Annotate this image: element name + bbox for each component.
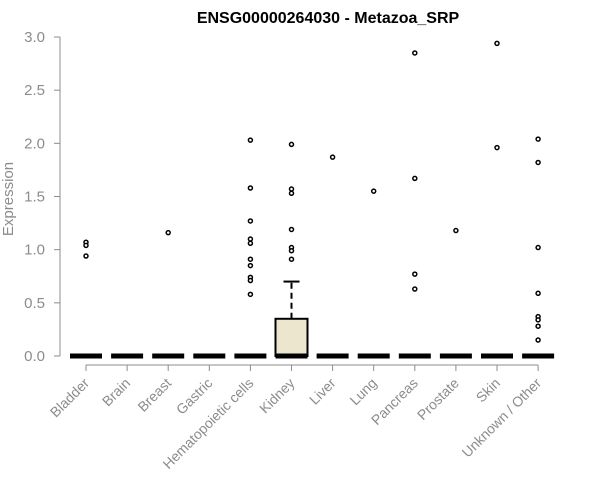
outlier-point: [247, 277, 254, 284]
outlier-point: [288, 226, 295, 233]
outlier-point: [412, 50, 418, 56]
outlier-point: [247, 185, 254, 191]
box-group-bladder: [70, 239, 102, 359]
x-tick-label: Skin: [473, 375, 504, 406]
y-axis-label: Expression: [0, 162, 17, 236]
outlier-point: [288, 186, 295, 192]
chart-title: ENSG00000264030 - Metazoa_SRP: [197, 10, 460, 27]
y-tick-label: 1.0: [24, 242, 45, 259]
outlier-point: [288, 141, 295, 148]
box-group-prostate: [439, 227, 472, 359]
y-tick-label: 2.5: [24, 82, 45, 99]
outlier-point: [247, 262, 254, 269]
x-tick-label: Kidney: [256, 375, 298, 417]
outlier-point: [247, 256, 254, 262]
outlier-point: [288, 256, 295, 262]
outlier-point: [412, 286, 418, 292]
outlier-point: [247, 137, 254, 143]
box-group-lung: [357, 188, 390, 359]
outlier-point: [453, 227, 459, 234]
x-tick-label: Bladder: [47, 375, 93, 421]
outlier-point: [247, 240, 254, 247]
y-tick-label: 0.0: [24, 348, 45, 365]
outlier-point: [412, 175, 418, 182]
box-group-hematopoietic-cells: [234, 137, 267, 359]
outlier-point: [535, 323, 541, 329]
outlier-point: [535, 159, 541, 166]
x-tick-label: Brain: [99, 375, 133, 409]
box-group-skin: [481, 40, 513, 359]
y-tick-label: 3.0: [24, 29, 45, 46]
outlier-point: [247, 218, 254, 224]
outlier-point: [494, 144, 500, 151]
outlier-point: [535, 317, 541, 323]
outlier-point: [535, 244, 541, 251]
x-tick-label: Prostate: [414, 375, 462, 423]
outlier-point: [535, 136, 541, 142]
box-group-liver: [316, 154, 349, 359]
y-tick-label: 0.5: [24, 295, 45, 312]
x-tick-label: Breast: [134, 375, 174, 415]
y-axis: 0.0 0.5 1.0 1.5 2.0 2.5 3.0: [24, 29, 61, 365]
outlier-point: [165, 229, 171, 236]
box-group-kidney: [274, 141, 309, 359]
outlier-point: [288, 247, 295, 254]
y-tick-label: 1.5: [24, 189, 45, 206]
x-tick-label: Liver: [306, 375, 339, 408]
outlier-point: [370, 188, 377, 194]
outlier-point: [83, 242, 89, 249]
outlier-point: [494, 40, 500, 47]
outlier-point: [329, 154, 336, 160]
box-group-pancreas: [398, 50, 431, 359]
box-group-breast: [152, 229, 185, 359]
y-tick-label: 2.0: [24, 135, 45, 152]
outlier-point: [247, 236, 254, 242]
x-tick-label: Lung: [346, 375, 379, 408]
outlier-point: [535, 290, 541, 297]
outlier-point: [247, 291, 254, 298]
box-rect: [274, 317, 309, 357]
outlier-point: [535, 337, 541, 343]
box-group-unknown-other: [522, 136, 555, 359]
plot-area: [70, 40, 555, 359]
outlier-point: [83, 253, 89, 259]
outlier-point: [412, 271, 418, 277]
outlier-point: [288, 190, 295, 197]
